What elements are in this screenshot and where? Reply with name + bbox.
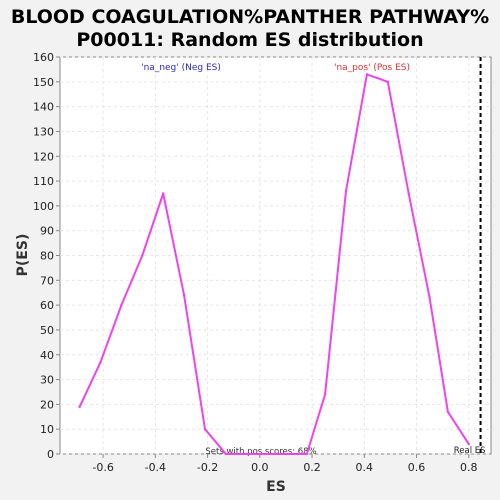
es-data-point (284, 452, 288, 456)
x-tick-label: 0.0 (251, 461, 269, 474)
pos-scores-annotation: Sets with pos scores: 68% (205, 447, 316, 457)
pos-es-annotation: 'na_pos' (Pos ES) (334, 63, 410, 73)
real-es-label: Real ES (454, 446, 486, 456)
x-axis-label: ES (266, 479, 286, 495)
grid-lines (60, 56, 491, 455)
es-data-point (305, 452, 309, 456)
x-tick-label: -0.2 (197, 461, 218, 474)
es-data-point (344, 189, 348, 193)
y-tick-label: 130 (33, 125, 54, 138)
x-tick-label: 0.2 (303, 461, 321, 474)
es-data-point (428, 296, 431, 299)
es-data-point (203, 427, 207, 431)
y-tick-label: 140 (33, 101, 54, 114)
es-data-point (407, 192, 410, 195)
es-data-point (182, 294, 186, 297)
chart-title-line-2: P00011: Random ES distribution (76, 29, 423, 51)
es-data-point (99, 360, 102, 364)
y-tick-label: 60 (40, 299, 54, 312)
y-tick-label: 110 (33, 175, 54, 188)
neg-es-annotation: 'na_neg' (Neg ES) (141, 63, 221, 73)
es-data-point (365, 73, 369, 76)
y-axis-label: P(ES) (15, 234, 31, 277)
plot-area (59, 56, 492, 455)
y-tick-label: 40 (40, 349, 54, 362)
y-tick-label: 30 (40, 374, 54, 387)
es-data-point (78, 405, 81, 409)
x-tick-label: -0.4 (145, 461, 166, 474)
es-data-point (467, 442, 470, 446)
es-data-point (245, 452, 248, 456)
es-data-point (161, 192, 165, 195)
y-tick-label: 70 (40, 274, 54, 287)
y-tick-label: 160 (33, 51, 54, 64)
y-tick-label: 150 (33, 76, 54, 89)
x-tick-label: 0.4 (356, 461, 374, 474)
y-tick-label: 120 (33, 150, 54, 163)
y-tick-label: 50 (40, 324, 54, 337)
y-tick-label: 10 (40, 423, 54, 436)
es-data-point (263, 452, 267, 456)
x-tick-label: 0.6 (408, 461, 426, 474)
es-data-point (141, 254, 144, 257)
es-data-point (386, 80, 390, 84)
x-tick-label: 0.8 (460, 461, 478, 474)
y-tick-label: 0 (47, 448, 54, 461)
y-tick-label: 80 (40, 250, 54, 263)
y-tick-label: 90 (40, 225, 54, 238)
x-tick-label: -0.6 (92, 461, 113, 474)
series-layer (78, 73, 470, 456)
es-data-point (446, 410, 450, 414)
es-data-point (323, 393, 327, 396)
chart-title-line-1: BLOOD COAGULATION%PANTHER PATHWAY% (11, 6, 489, 28)
y-tick-label: 20 (40, 398, 54, 411)
es-distribution-line (78, 73, 470, 455)
es-data-point (224, 452, 228, 456)
y-tick-label: 100 (33, 200, 54, 213)
es-data-point (120, 303, 123, 307)
axis-ticks: -0.6 -0.4 -0.2 0.0 0.2 0.4 0.6 0.8 0 10 20 30 40 50 60… (33, 51, 478, 474)
